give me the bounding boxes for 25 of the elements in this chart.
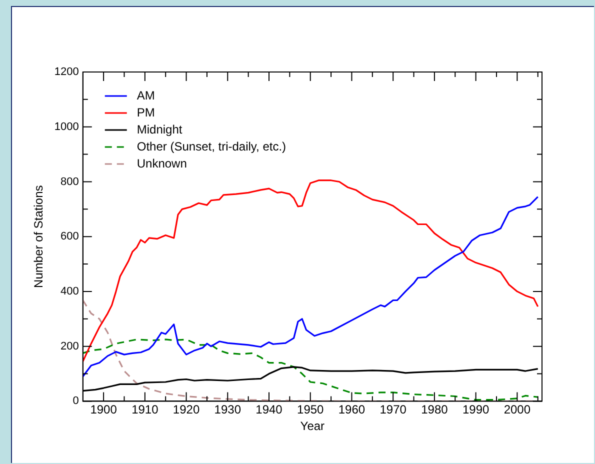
x-tick-label: 2000	[504, 402, 531, 417]
y-tick-label: 600	[60, 230, 79, 243]
x-axis-title: Year	[300, 419, 325, 434]
y-tick-label: 800	[60, 176, 79, 188]
legend-label: Midnight	[136, 122, 183, 136]
x-tick-label: 1970	[380, 402, 407, 417]
y-axis-title: Number of Stations	[32, 185, 46, 288]
legend-label: PM	[136, 105, 155, 120]
y-tick-label: 1000	[54, 120, 79, 133]
y-tick-label: 200	[60, 340, 79, 352]
x-tick-label: 1990	[462, 402, 490, 417]
x-tick-label: 1930	[214, 402, 242, 417]
x-tick-label: 1980	[421, 402, 448, 417]
y-tick-label: 1200	[54, 66, 79, 78]
y-tick-label: 0	[72, 395, 79, 408]
x-tick-label: 1910	[132, 402, 159, 417]
x-tick-label: 1900	[90, 402, 118, 417]
x-tick-label: 1940	[256, 402, 283, 417]
x-tick-label: 1960	[338, 402, 366, 417]
x-tick-label: 1950	[297, 402, 324, 417]
legend-label: Other (Sunset, tri-daily, etc.)	[136, 139, 286, 154]
legend-label: AM	[136, 88, 155, 102]
y-tick-label: 400	[60, 286, 79, 298]
x-tick-label: 1920	[172, 402, 200, 417]
legend-label: Unknown	[136, 156, 187, 170]
